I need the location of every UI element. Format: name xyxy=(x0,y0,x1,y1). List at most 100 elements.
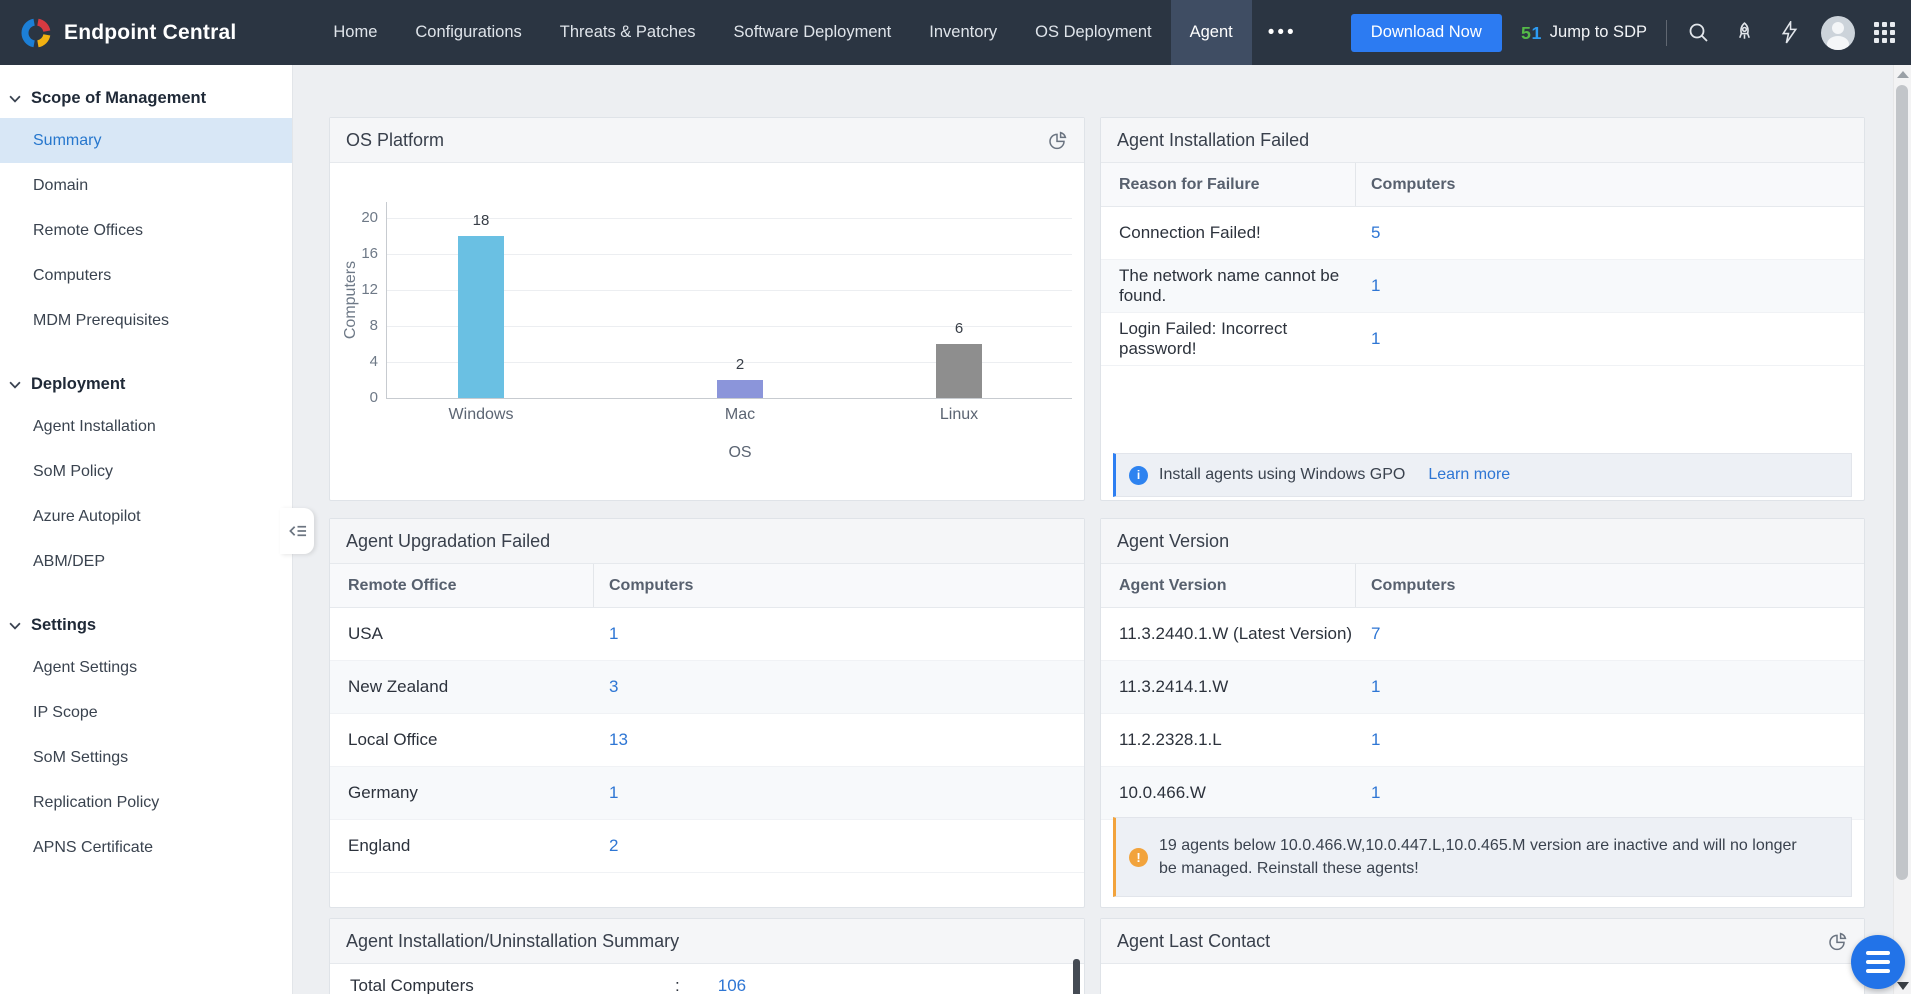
sidebar-item-abm-dep[interactable]: ABM/DEP xyxy=(33,552,106,570)
chart-y-tick-label: 4 xyxy=(369,353,378,370)
sidebar-item-domain[interactable]: Domain xyxy=(33,176,89,194)
cell-remote-office: Germany xyxy=(348,783,418,802)
chevron-down-icon xyxy=(9,622,21,630)
table-row: New Zealand 3 xyxy=(330,661,1084,714)
chart-bar-linux[interactable] xyxy=(936,344,982,398)
nav-item-threats-patches[interactable]: Threats & Patches xyxy=(559,23,696,41)
sidebar-item-mdm-prerequisites[interactable]: MDM Prerequisites xyxy=(33,311,170,329)
card-scrollbar-thumb[interactable] xyxy=(1073,959,1080,994)
summary-value-link[interactable]: 106 xyxy=(717,976,747,994)
chart-gridline xyxy=(386,290,1072,291)
cell-computers-link[interactable]: 1 xyxy=(1371,276,1381,295)
sidebar-item-computers[interactable]: Computers xyxy=(33,266,112,284)
sidebar-section-scope-of-management: Scope of Management Summary Domain Remot… xyxy=(0,79,292,343)
cell-computers-link[interactable]: 3 xyxy=(609,677,619,696)
table-header: Reason for Failure Computers xyxy=(1101,163,1864,207)
hamburger-icon xyxy=(1866,951,1890,955)
chart-category-label: Mac xyxy=(724,406,756,423)
cell-computers-link[interactable]: 1 xyxy=(609,624,619,643)
sidebar-item-azure-autopilot[interactable]: Azure Autopilot xyxy=(33,507,141,525)
sidebar-item-ip-scope[interactable]: IP Scope xyxy=(33,703,98,721)
cell-computers-link[interactable]: 1 xyxy=(1371,329,1381,348)
pie-chart-toggle-icon[interactable] xyxy=(1048,130,1068,150)
sidebar-item-agent-installation[interactable]: Agent Installation xyxy=(33,417,156,435)
svg-text:1: 1 xyxy=(1531,23,1541,43)
summary-label: Total Computers xyxy=(350,976,474,994)
sidebar-item-summary[interactable]: Summary xyxy=(0,118,292,163)
scroll-up-icon[interactable] xyxy=(1897,71,1909,78)
card-agent-installation-failed: Agent Installation Failed Reason for Fai… xyxy=(1100,117,1865,501)
card-agent-last-contact: Agent Last Contact xyxy=(1100,918,1865,994)
chart-y-tick-label: 12 xyxy=(361,281,378,298)
sidebar-collapse-button[interactable] xyxy=(280,508,314,554)
note-text: Install agents using Windows GPO xyxy=(1159,466,1406,483)
sidebar-heading-scope-of-management[interactable]: Scope of Management xyxy=(0,79,292,118)
nav-right: Download Now 5 1 Jump to SDP xyxy=(1350,0,1895,65)
nav-item-os-deployment[interactable]: OS Deployment xyxy=(1035,23,1152,41)
os-platform-bar-chart: Computers OS 0 4 8 12 16 20 18 Windows 2 Mac 6 Linu… xyxy=(330,163,1084,503)
lightning-icon[interactable] xyxy=(1776,20,1802,46)
cell-computers-link[interactable]: 1 xyxy=(1371,783,1381,802)
sidebar-item-apns-certificate[interactable]: APNS Certificate xyxy=(33,838,154,856)
scroll-down-icon[interactable] xyxy=(1897,982,1909,990)
sidebar-item-som-settings[interactable]: SoM Settings xyxy=(33,748,129,766)
table-row: 11.3.2440.1.W (Latest Version) 7 xyxy=(1101,608,1864,661)
cell-reason: The network name cannot be found. xyxy=(1119,266,1340,305)
sidebar-item-replication-policy[interactable]: Replication Policy xyxy=(33,793,160,811)
cell-version: 10.0.466.W xyxy=(1119,783,1206,802)
pie-chart-toggle-icon[interactable] xyxy=(1828,931,1848,951)
chart-bar-mac[interactable] xyxy=(717,380,763,398)
nav-item-agent[interactable]: Agent xyxy=(1170,0,1252,65)
sidebar-section-settings: Settings Agent Settings IP Scope SoM Set… xyxy=(0,606,292,870)
sidebar-item-som-policy[interactable]: SoM Policy xyxy=(33,462,114,480)
cell-computers-link[interactable]: 13 xyxy=(609,730,628,749)
table-row: Local Office 13 xyxy=(330,714,1084,767)
card-title: Agent Upgradation Failed xyxy=(346,530,551,551)
learn-more-link[interactable]: Learn more xyxy=(1428,466,1511,483)
card-agent-install-summary: Agent Installation/Uninstallation Summar… xyxy=(329,918,1085,994)
chart-gridline xyxy=(386,218,1072,219)
table-row: USA 1 xyxy=(330,608,1084,661)
chart-gridline xyxy=(386,254,1072,255)
summary-colon: : xyxy=(675,976,680,994)
cell-reason: Login Failed: Incorrect password! xyxy=(1119,319,1288,358)
download-now-button[interactable]: Download Now xyxy=(1350,13,1502,52)
cell-computers-link[interactable]: 7 xyxy=(1371,624,1381,643)
cell-computers-link[interactable]: 5 xyxy=(1371,223,1381,242)
nav-item-software-deployment[interactable]: Software Deployment xyxy=(733,23,892,41)
nav-more-button[interactable]: ••• xyxy=(1267,21,1297,43)
page-scrollbar-thumb[interactable] xyxy=(1896,85,1908,880)
cell-version: 11.3.2414.1.W xyxy=(1119,677,1229,696)
user-avatar[interactable] xyxy=(1821,15,1855,50)
column-header-remote-office: Remote Office xyxy=(330,564,594,607)
cell-computers-link[interactable]: 2 xyxy=(609,836,619,855)
cell-computers-link[interactable]: 1 xyxy=(609,783,619,802)
card-title: OS Platform xyxy=(346,129,445,150)
quick-actions-fab[interactable] xyxy=(1851,935,1905,989)
nav-item-configurations[interactable]: Configurations xyxy=(415,23,522,41)
jump-to-sdp-button[interactable]: 5 1 Jump to SDP xyxy=(1521,22,1647,43)
column-header-reason: Reason for Failure xyxy=(1101,163,1356,206)
nav-item-home[interactable]: Home xyxy=(333,23,378,41)
table-row: The network name cannot be found. 1 xyxy=(1101,260,1864,313)
cell-computers-link[interactable]: 1 xyxy=(1371,730,1381,749)
chart-bar-value-label: 6 xyxy=(954,320,964,337)
nav-item-inventory[interactable]: Inventory xyxy=(929,23,998,41)
page-scrollbar[interactable] xyxy=(1893,65,1911,994)
sidebar-heading-settings[interactable]: Settings xyxy=(0,606,292,645)
chart-y-tick-label: 16 xyxy=(361,245,378,262)
brand[interactable]: Endpoint Central xyxy=(0,17,236,49)
cell-version: 11.2.2328.1.L xyxy=(1119,730,1222,749)
apps-grid-icon[interactable] xyxy=(1874,22,1895,43)
chart-bar-windows[interactable] xyxy=(458,236,504,398)
sidebar-heading-deployment[interactable]: Deployment xyxy=(0,365,292,404)
search-icon[interactable] xyxy=(1686,20,1712,46)
sidebar-item-agent-settings[interactable]: Agent Settings xyxy=(33,658,138,676)
rocket-icon[interactable] xyxy=(1731,20,1757,46)
endpoint-central-logo xyxy=(21,18,51,47)
jump-to-sdp-label: Jump to SDP xyxy=(1549,23,1647,41)
table-header: Remote Office Computers xyxy=(330,564,1084,608)
sidebar-item-remote-offices[interactable]: Remote Offices xyxy=(33,221,143,239)
cell-computers-link[interactable]: 1 xyxy=(1371,677,1381,696)
chart-y-tick-label: 20 xyxy=(361,209,378,226)
